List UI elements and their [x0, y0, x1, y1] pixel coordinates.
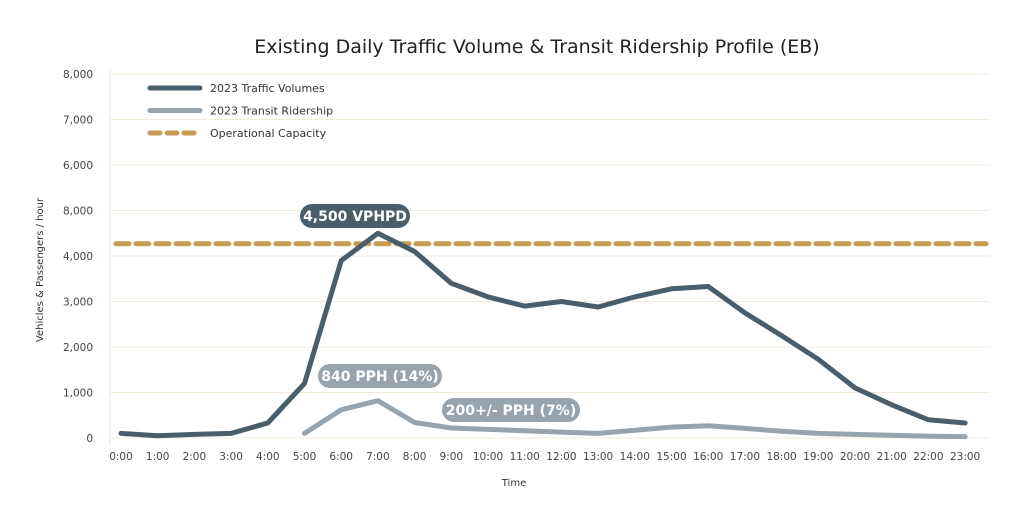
x-tick-label: 2:00 [183, 451, 207, 463]
y-tick-label: 1,000 [63, 388, 93, 400]
x-tick-label: 23:00 [950, 451, 980, 463]
y-tick-label: 3,000 [63, 297, 93, 309]
legend-item: Operational Capacity [147, 127, 327, 140]
2023-traffic-volumes-line [118, 230, 968, 439]
y-tick-label: 6,000 [63, 160, 93, 172]
x-tick-label: 15:00 [656, 451, 686, 463]
legend-label: 2023 Traffic Volumes [210, 82, 325, 95]
x-tick-label: 17:00 [730, 451, 760, 463]
x-tick-label: 7:00 [366, 451, 390, 463]
x-tick-label: 9:00 [440, 451, 464, 463]
y-tick-label: 8,000 [63, 206, 93, 218]
legend-label: 2023 Transit Ridership [210, 105, 333, 118]
y-tick-label: 4,000 [63, 251, 93, 263]
x-tick-label: 5:00 [293, 451, 317, 463]
callout-label: 200+/- PPH (7%) [442, 398, 580, 422]
x-tick-label: 14:00 [620, 451, 650, 463]
legend-label: Operational Capacity [210, 127, 327, 140]
gridlines [109, 70, 990, 444]
chart-title: Existing Daily Traffic Volume & Transit … [254, 36, 819, 58]
x-tick-label: 20:00 [840, 451, 870, 463]
callout-text: 200+/- PPH (7%) [446, 403, 576, 419]
2023-transit-ridership-line [302, 398, 968, 440]
callout-badge [318, 364, 442, 388]
x-tick-label: 3:00 [219, 451, 243, 463]
x-tick-label: 8:00 [403, 451, 427, 463]
callouts: 4,500 VPHPD 840 PPH (14%) 200+/- PPH (7%) [300, 204, 580, 422]
y-tick-label: 0 [86, 433, 93, 445]
x-tick-label: 16:00 [693, 451, 723, 463]
series-lines [118, 230, 968, 440]
x-tick-label: 21:00 [877, 451, 907, 463]
legend-item: 2023 Traffic Volumes [147, 82, 325, 95]
y-tick-label: 7,000 [63, 115, 93, 127]
y-tick-label: 8,000 [63, 69, 93, 81]
callout-badge [300, 204, 410, 228]
x-tick-label: 13:00 [583, 451, 613, 463]
callout-text: 4,500 VPHPD [303, 209, 407, 225]
x-axis-ticks: 0:00 1:00 2:00 3:00 4:00 5:00 6:00 7:00 8:00 9:00… [109, 451, 980, 463]
callout-badge [442, 398, 580, 422]
x-axis-label: Time [501, 478, 526, 489]
legend: 2023 Traffic Volumes 2023 Transit Ridersh… [147, 82, 333, 140]
legend-item: 2023 Transit Ridership [147, 105, 333, 118]
callout-label: 840 PPH (14%) [318, 364, 442, 388]
callout-text: 840 PPH (14%) [321, 369, 439, 385]
x-tick-label: 1:00 [146, 451, 170, 463]
x-tick-label: 10:00 [473, 451, 503, 463]
x-tick-label: 4:00 [256, 451, 280, 463]
y-axis-ticks: 0 1,000 2,000 3,000 4,000 8,000 6,000 7,000 8,00… [63, 69, 93, 445]
x-tick-label: 6:00 [329, 451, 353, 463]
x-tick-label: 22:00 [913, 451, 943, 463]
x-tick-label: 18:00 [766, 451, 796, 463]
callout-label: 4,500 VPHPD [300, 204, 410, 228]
y-tick-label: 2,000 [63, 342, 93, 354]
x-tick-label: 19:00 [803, 451, 833, 463]
x-tick-label: 0:00 [109, 451, 133, 463]
y-axis-label: Vehicles & Passengers / hour [35, 197, 46, 342]
x-tick-label: 11:00 [510, 451, 540, 463]
x-tick-label: 12:00 [546, 451, 576, 463]
